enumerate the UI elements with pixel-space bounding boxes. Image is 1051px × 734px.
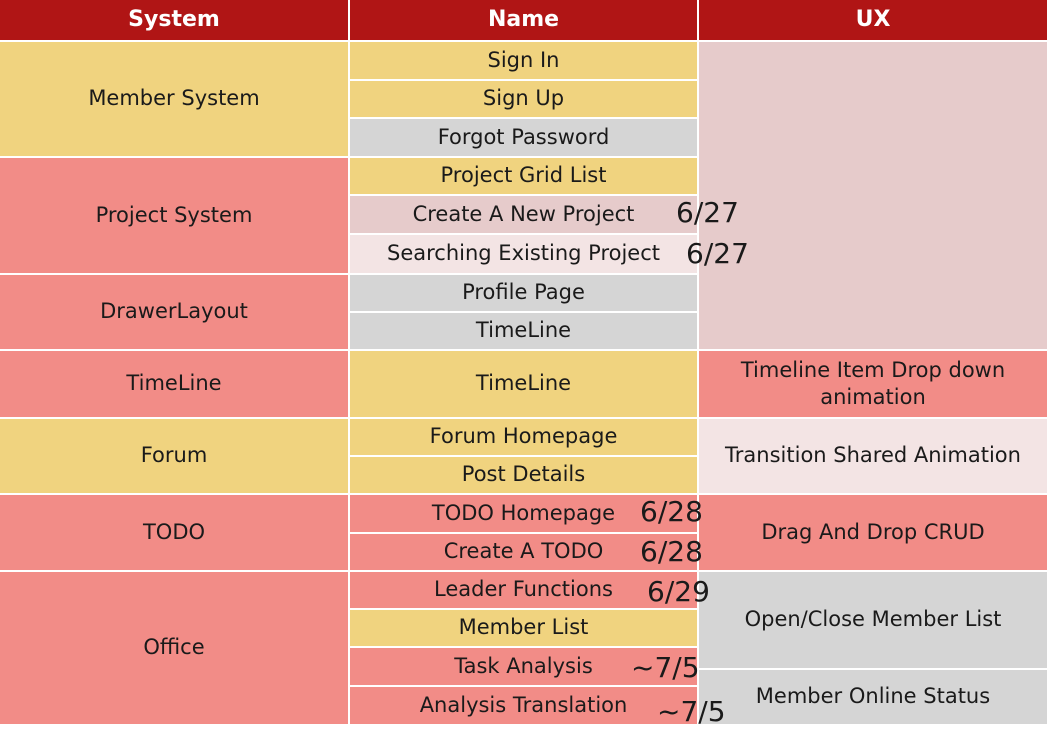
name-forgot-password: Forgot Password bbox=[350, 119, 699, 158]
name-todo-homepage: TODO Homepage bbox=[350, 495, 699, 534]
name-create-new-project: Create A New Project bbox=[350, 196, 699, 235]
date-create-new-project: 6/27 bbox=[676, 196, 739, 229]
name-searching-existing-project: Searching Existing Project bbox=[350, 235, 699, 275]
system-project: Project System bbox=[0, 158, 350, 275]
name-create-todo: Create A TODO bbox=[350, 534, 699, 572]
ux-drag-drop: Drag And Drop CRUD bbox=[699, 495, 1049, 572]
name-profile-page: Profile Page bbox=[350, 275, 699, 313]
system-member: Member System bbox=[0, 42, 350, 158]
system-todo: TODO bbox=[0, 495, 350, 572]
name-timeline: TimeLine bbox=[350, 351, 699, 419]
date-analysis-translation: ~7/5 bbox=[657, 695, 726, 728]
header-system: System bbox=[0, 0, 350, 42]
system-timeline: TimeLine bbox=[0, 351, 350, 419]
ux-member-online-status: Member Online Status bbox=[699, 670, 1049, 726]
name-post-details: Post Details bbox=[350, 457, 699, 495]
system-office: Office bbox=[0, 572, 350, 726]
date-todo-homepage: 6/28 bbox=[640, 495, 703, 528]
name-project-grid-list: Project Grid List bbox=[350, 158, 699, 196]
header-name: Name bbox=[350, 0, 699, 42]
name-timeline-drawer: TimeLine bbox=[350, 313, 699, 351]
ux-empty-block bbox=[699, 42, 1049, 351]
name-task-analysis: Task Analysis bbox=[350, 648, 699, 687]
date-searching-existing-project: 6/27 bbox=[686, 237, 749, 270]
name-analysis-translation: Analysis Translation bbox=[350, 687, 699, 726]
name-leader-functions: Leader Functions bbox=[350, 572, 699, 610]
ux-transition-shared: Transition Shared Animation bbox=[699, 419, 1049, 495]
date-leader-functions: 6/29 bbox=[647, 575, 710, 608]
header-ux: UX bbox=[699, 0, 1049, 42]
name-sign-up: Sign Up bbox=[350, 81, 699, 119]
ux-open-close-member-list: Open/Close Member List bbox=[699, 572, 1049, 670]
name-sign-in: Sign In bbox=[350, 42, 699, 81]
name-forum-homepage: Forum Homepage bbox=[350, 419, 699, 457]
date-task-analysis: ~7/5 bbox=[631, 651, 700, 684]
date-create-todo: 6/28 bbox=[640, 535, 703, 568]
system-forum: Forum bbox=[0, 419, 350, 495]
system-drawer: DrawerLayout bbox=[0, 275, 350, 351]
ux-timeline-dropdown: Timeline Item Drop down animation bbox=[699, 351, 1049, 419]
name-member-list: Member List bbox=[350, 610, 699, 648]
